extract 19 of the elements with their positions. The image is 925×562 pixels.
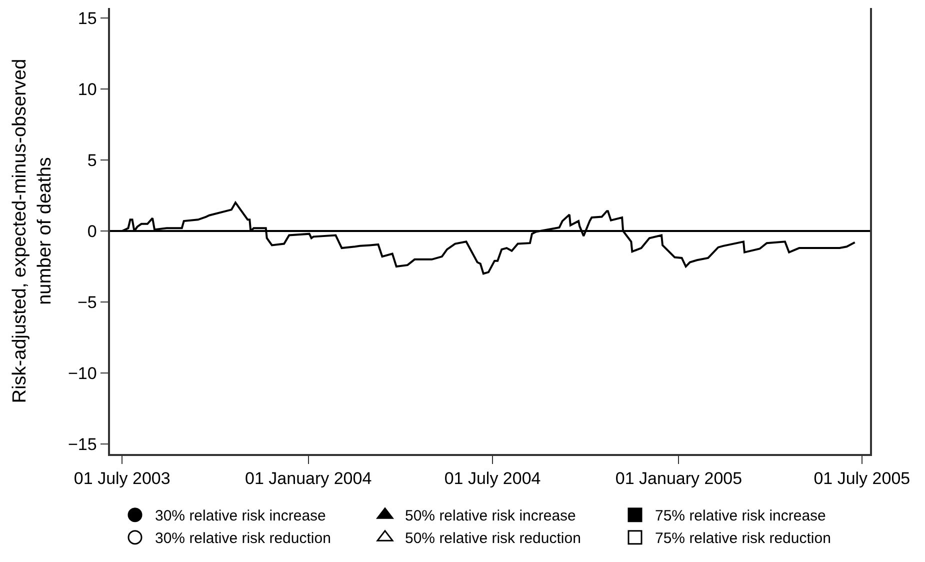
y-tick-label: 10 [78,80,97,99]
legend-label: 75% relative risk reduction [655,530,831,548]
x-tick-label: 01 January 2004 [245,469,372,488]
legend-label: 50% relative risk reduction [405,530,581,548]
y-tick-label: −10 [68,364,97,383]
y-tick-label: −5 [77,292,97,312]
x-tick-label: 01 July 2003 [74,469,170,488]
x-tick-label: 01 January 2005 [615,469,742,488]
legend-label: 30% relative risk reduction [155,530,331,548]
y-tick-label: −15 [68,435,97,454]
x-tick-label: 01 July 2005 [814,469,910,488]
y-tick-label: 5 [87,150,97,170]
y-axis-title: Risk-adjusted, expected-minus-observed number of deaths [10,58,56,404]
legend-label: 50% relative risk increase [405,508,576,525]
legend-label: 75% relative risk increase [655,508,826,525]
legend-label: 30% relative risk increase [155,508,326,525]
x-tick-label: 01 July 2004 [444,469,541,488]
y-tick-label: 0 [87,222,97,241]
y-tick-label: 15 [78,8,97,28]
